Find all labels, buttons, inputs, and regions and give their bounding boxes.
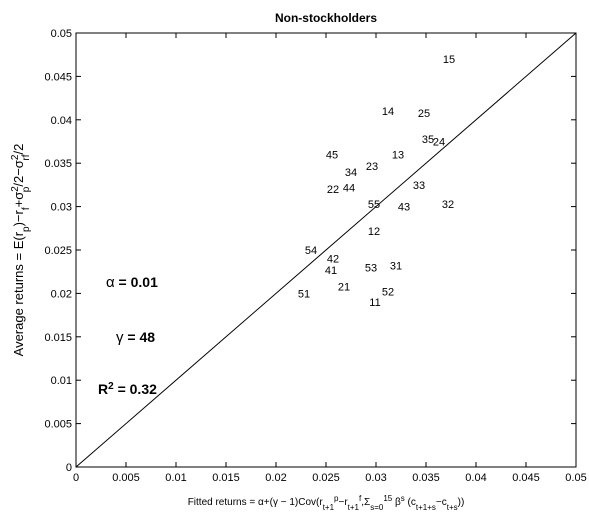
point-label-45: 45 xyxy=(326,150,338,162)
x-tick-label: 0.04 xyxy=(465,472,486,484)
point-label-33: 33 xyxy=(413,180,425,192)
y-axis-label: Average returns = E(rp)−rf+σ2p/2−σ2rf/2 xyxy=(10,144,32,357)
point-label-11: 11 xyxy=(369,297,380,309)
chart-title: Non-stockholders xyxy=(275,11,377,25)
point-label-52: 52 xyxy=(382,287,394,299)
point-label-15: 15 xyxy=(443,54,455,66)
x-tick-label: 0.015 xyxy=(212,472,240,484)
x-tick-label: 0.02 xyxy=(265,472,286,484)
annotation: R2 = 0.32 xyxy=(98,380,157,397)
x-tick-label: 0 xyxy=(73,472,79,484)
point-label-53: 53 xyxy=(365,262,377,274)
y-tick-label: 0.025 xyxy=(44,245,72,257)
point-label-23: 23 xyxy=(366,161,378,173)
x-axis-label: Fitted returns = α+(γ − 1)Cov(rt+1p−rt+1… xyxy=(188,494,465,512)
x-tick-label: 0.035 xyxy=(412,472,440,484)
point-label-44: 44 xyxy=(343,183,355,195)
y-tick-label: 0.005 xyxy=(44,419,72,431)
y-tick-label: 0.045 xyxy=(44,71,72,83)
point-label-31: 31 xyxy=(390,261,402,273)
point-label-35: 35 xyxy=(422,134,434,146)
y-tick-label: 0.035 xyxy=(44,158,72,170)
y-tick-label: 0.03 xyxy=(51,202,72,214)
y-tick-label: 0.015 xyxy=(44,332,72,344)
x-tick-label: 0.05 xyxy=(565,472,586,484)
point-label-22: 22 xyxy=(327,184,339,196)
y-tick-label: 0.05 xyxy=(51,28,72,40)
y-tick-label: 0 xyxy=(66,462,72,474)
point-label-41: 41 xyxy=(325,265,337,277)
point-label-14: 14 xyxy=(382,106,394,118)
y-tick-label: 0.02 xyxy=(51,288,72,300)
x-tick-label: 0.025 xyxy=(312,472,340,484)
point-label-43: 43 xyxy=(398,202,410,214)
point-label-25: 25 xyxy=(418,108,430,120)
x-tick-label: 0.005 xyxy=(112,472,140,484)
reference-line xyxy=(75,32,577,468)
point-label-51: 51 xyxy=(298,288,310,300)
y-tick-label: 0.04 xyxy=(51,115,72,127)
point-label-42: 42 xyxy=(327,254,339,266)
x-tick-label: 0.045 xyxy=(512,472,540,484)
point-label-34: 34 xyxy=(345,167,357,179)
annotation: γ = 48 xyxy=(116,329,155,346)
point-label-24: 24 xyxy=(433,137,445,149)
point-label-13: 13 xyxy=(392,150,404,162)
annotation: α = 0.01 xyxy=(106,274,158,291)
x-tick-label: 0.01 xyxy=(165,472,186,484)
point-label-21: 21 xyxy=(338,281,350,293)
point-label-32: 32 xyxy=(442,199,454,211)
y-tick-label: 0.01 xyxy=(51,375,72,387)
point-label-54: 54 xyxy=(305,245,317,257)
x-tick-label: 0.03 xyxy=(365,472,386,484)
point-label-12: 12 xyxy=(368,226,380,238)
point-label-55: 55 xyxy=(368,199,380,211)
